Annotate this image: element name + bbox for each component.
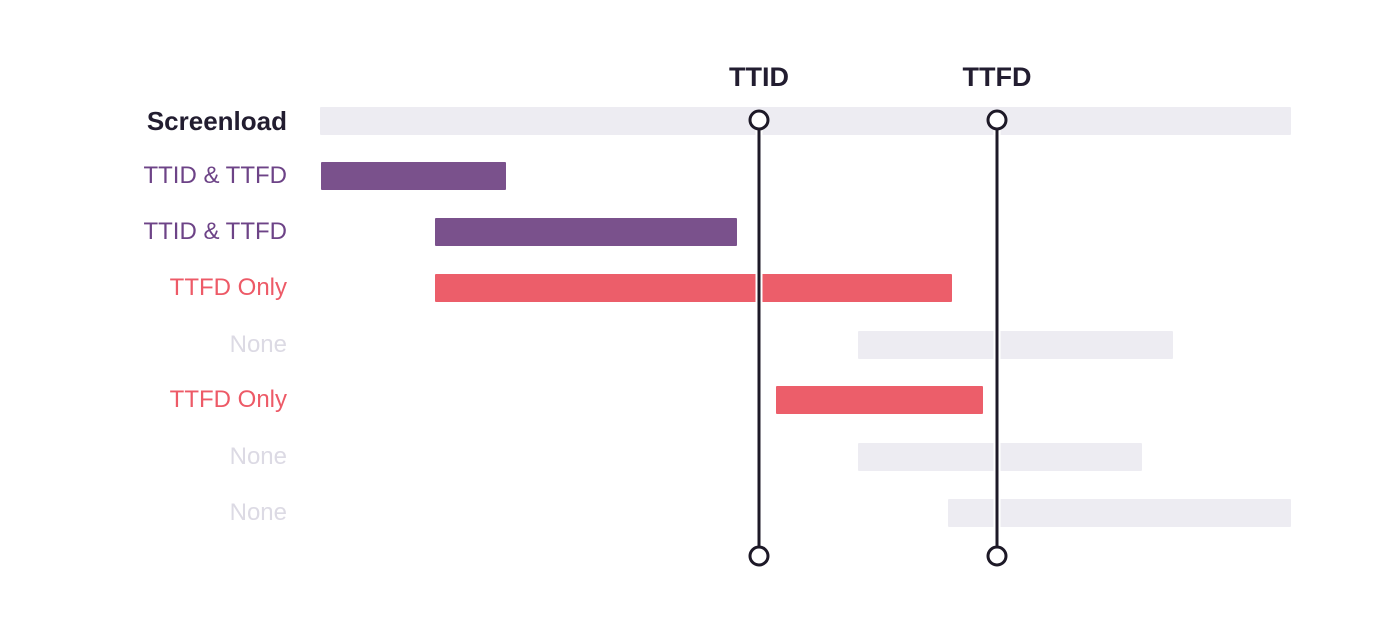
- row-label: None: [229, 499, 287, 526]
- row-label: TTFD Only: [169, 274, 287, 301]
- span-bar: [321, 162, 506, 190]
- marker-label-ttid: TTID: [729, 62, 789, 92]
- row-label: None: [229, 331, 287, 358]
- row-label: TTID & TTFD: [143, 218, 287, 245]
- span-bar: [320, 107, 1291, 135]
- marker-line-ttid: [755, 120, 763, 556]
- span-bar: [776, 386, 983, 414]
- marker-line-ttfd: [993, 120, 1001, 556]
- span-bar: [858, 331, 1173, 359]
- row-label: TTFD Only: [169, 386, 287, 413]
- marker-endpoint-bottom-circle: [986, 545, 1008, 567]
- row-label: TTID & TTFD: [143, 162, 287, 189]
- row-label: Screenload: [146, 106, 287, 136]
- marker-endpoint-top-circle: [986, 109, 1008, 131]
- marker-endpoint-bottom-circle: [748, 545, 770, 567]
- span-bar: [435, 218, 737, 246]
- span-bar: [435, 274, 952, 302]
- marker-label-ttfd: TTFD: [962, 62, 1032, 92]
- span-bar: [948, 499, 1291, 527]
- row-label: None: [229, 443, 287, 470]
- marker-endpoint-top-circle: [748, 109, 770, 131]
